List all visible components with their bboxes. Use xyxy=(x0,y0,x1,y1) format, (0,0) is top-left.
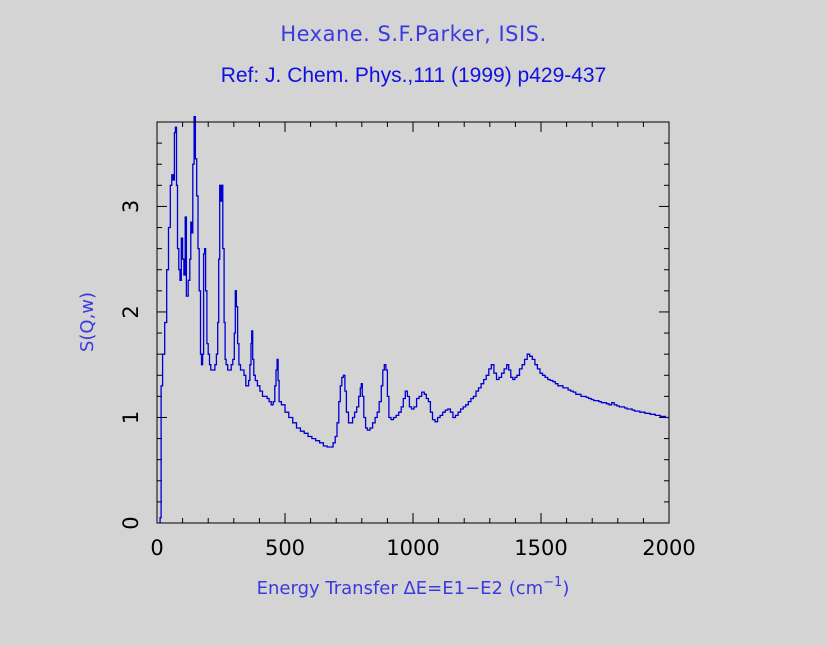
x-tick-label: 2000 xyxy=(642,536,695,560)
x-axis-label-close: ) xyxy=(562,578,569,599)
chart-subtitle: Ref: J. Chem. Phys.,111 (1999) p429-437 xyxy=(220,64,607,87)
x-axis-label-exponent: −1 xyxy=(543,575,562,590)
y-tick-label: 2 xyxy=(119,305,143,318)
x-tick-label: 0 xyxy=(150,536,163,560)
x-axis-label-main: Energy Transfer ΔE=E1−E2 (cm xyxy=(257,578,544,599)
chart-title: Hexane. S.F.Parker, ISIS. xyxy=(280,22,547,46)
x-tick-label: 1000 xyxy=(386,536,439,560)
y-tick-label: 3 xyxy=(119,200,143,213)
y-tick-label: 0 xyxy=(119,516,143,529)
y-tick-label: 1 xyxy=(119,411,143,424)
x-tick-label: 500 xyxy=(265,536,305,560)
series-line xyxy=(159,116,669,523)
x-tick-labels: 0 500 1000 1500 2000 xyxy=(150,536,695,560)
y-tick-labels: 0 1 2 3 xyxy=(119,200,143,530)
ticks-layer xyxy=(156,121,670,524)
plot-frame xyxy=(156,121,670,524)
x-tick-label: 1500 xyxy=(514,536,567,560)
x-axis-label: Energy Transfer ΔE=E1−E2 (cm−1) xyxy=(257,575,570,599)
y-axis-label: S(Q,w) xyxy=(77,292,98,352)
